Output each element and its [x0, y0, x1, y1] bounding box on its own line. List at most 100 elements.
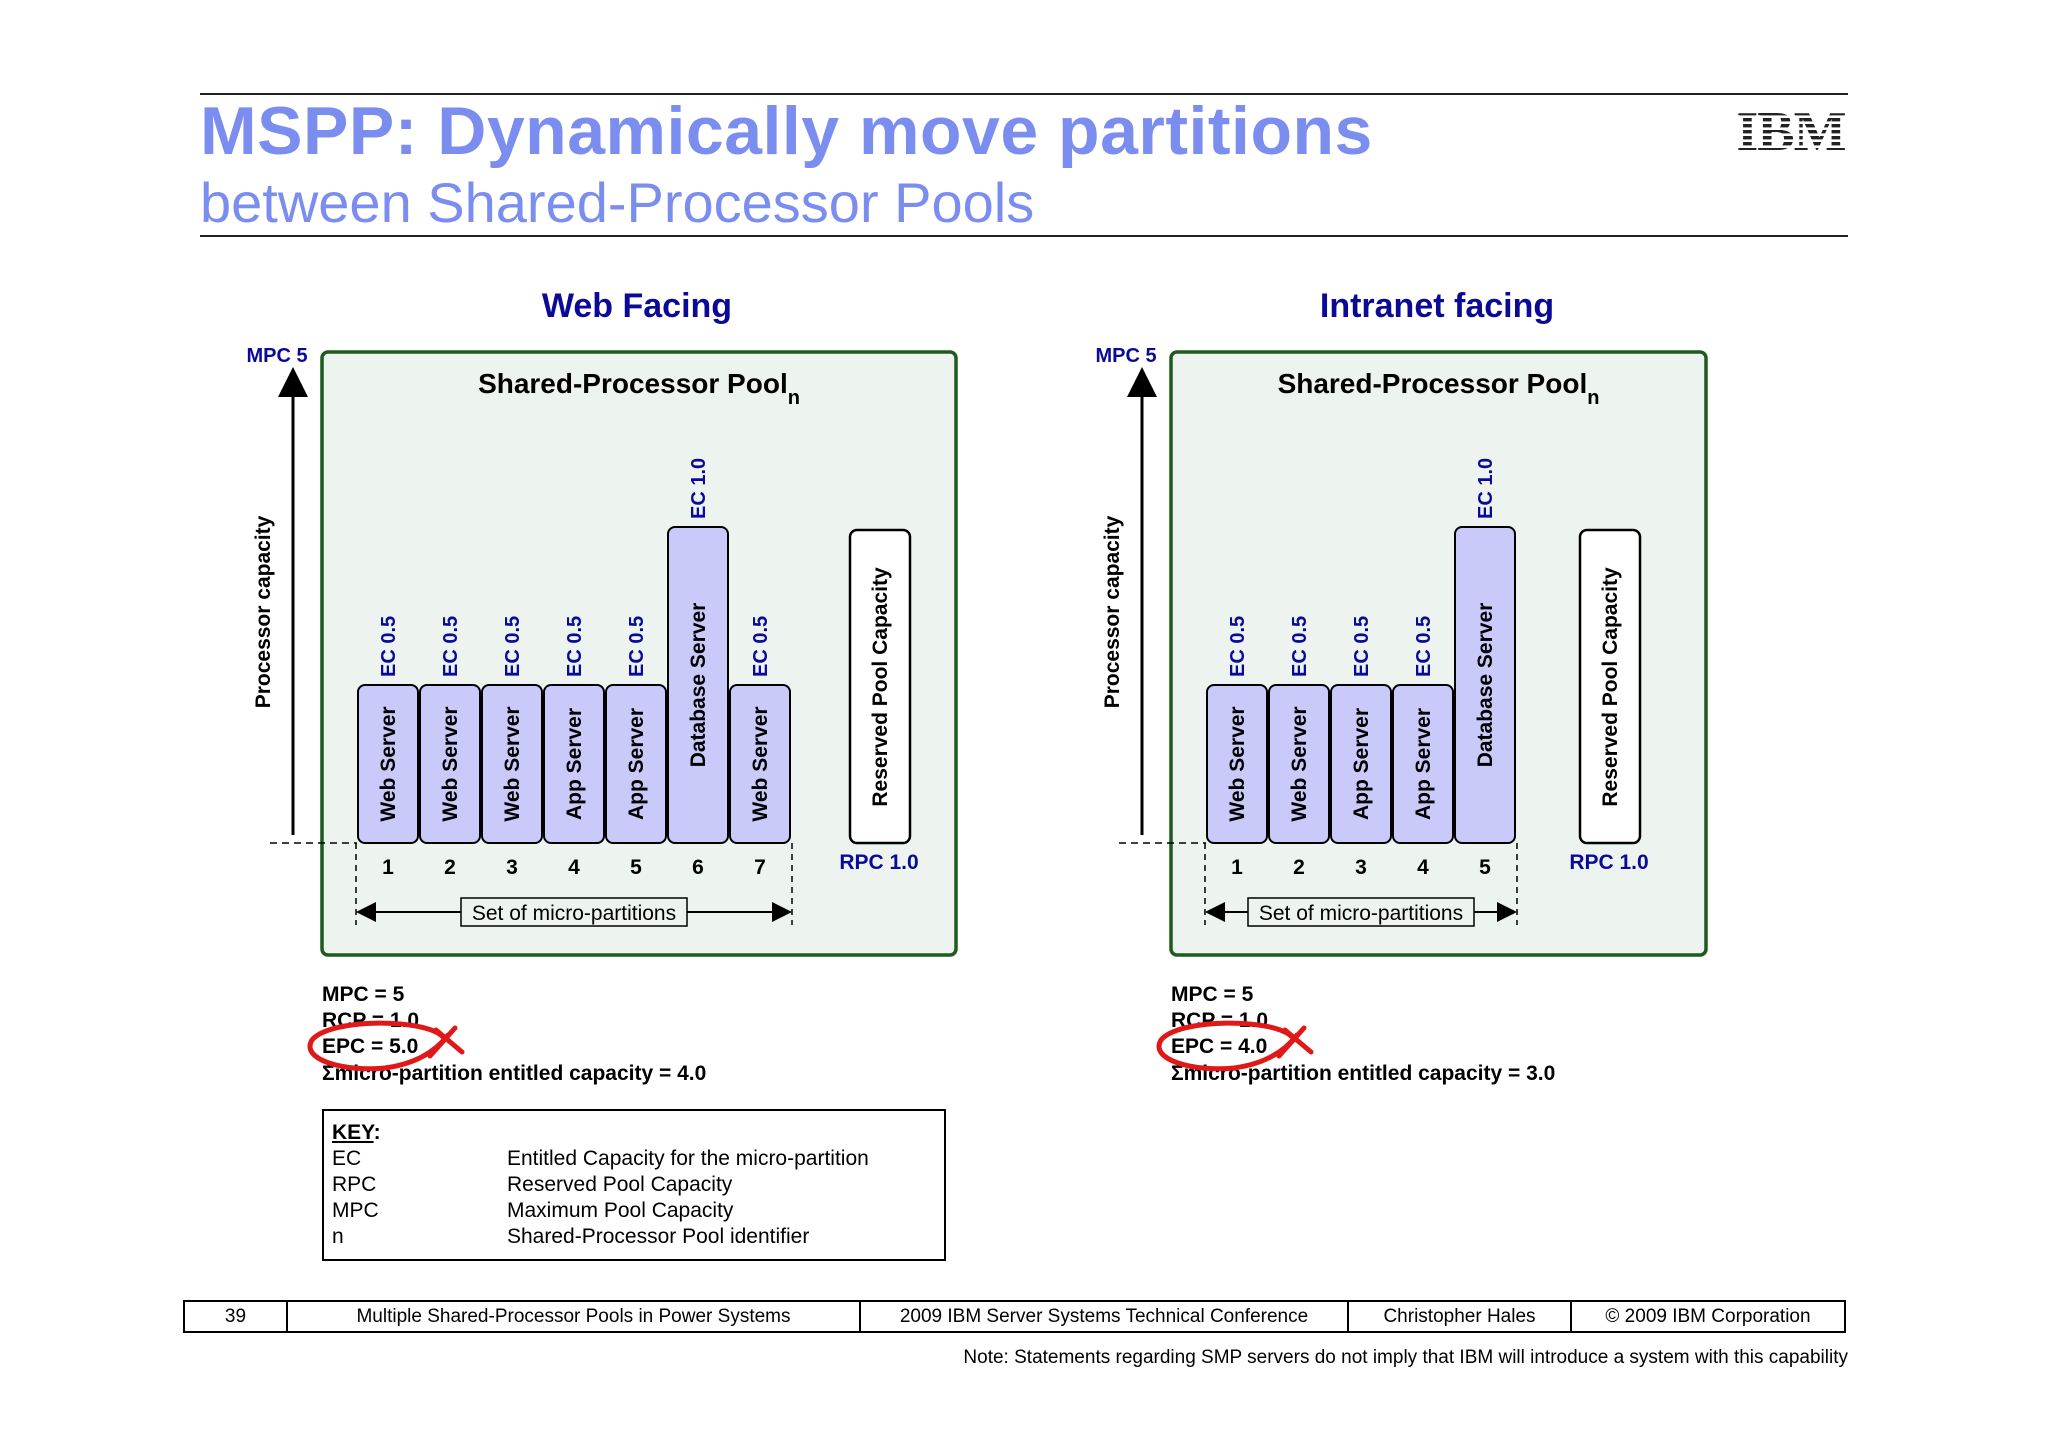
partition-bar — [419, 684, 481, 844]
pool-heading: Intranet facing — [1320, 287, 1554, 325]
partition-name: Web Server — [501, 706, 524, 821]
partition-ec-label: EC 0.5 — [502, 616, 524, 677]
partition-bar — [481, 684, 543, 844]
top-rule — [200, 93, 1848, 95]
red-circle-annotation — [307, 1020, 465, 1072]
pool-title: Shared-Processor Pooln — [478, 368, 800, 409]
partition-ec-label: EC 0.5 — [440, 616, 462, 677]
partition-bar — [1268, 684, 1330, 844]
partition-number: 2 — [444, 856, 456, 879]
footer-bar: 39 Multiple Shared-Processor Pools in Po… — [183, 1300, 1846, 1333]
partition-ec-label: EC 0.5 — [1289, 616, 1311, 677]
axis-label: Processor capacity — [1101, 515, 1124, 708]
partition-name: Web Server — [749, 706, 772, 821]
ibm-logo: IBM — [1737, 106, 1847, 154]
partition-bar — [1206, 684, 1268, 844]
slide-subtitle: between Shared-Processor Pools — [200, 171, 1035, 234]
reserved-capacity-bar — [848, 528, 912, 845]
partition-bar — [1454, 526, 1516, 844]
key-term: EC — [332, 1147, 362, 1170]
partition-ec-label: EC 0.5 — [750, 616, 772, 677]
partition-number: 5 — [1479, 856, 1491, 879]
partition-bar — [667, 526, 729, 844]
key-definition: Shared-Processor Pool identifier — [507, 1225, 810, 1248]
key-definition: Maximum Pool Capacity — [507, 1199, 734, 1222]
partition-name: Web Server — [1288, 706, 1311, 821]
partition-number: 6 — [692, 856, 704, 879]
partition-name: Database Server — [1474, 603, 1497, 768]
partition-number: 5 — [630, 856, 642, 879]
pool-stat-line: Σmicro-partition entitled capacity = 4.0 — [322, 1062, 706, 1085]
footer-topic: Multiple Shared-Processor Pools in Power… — [288, 1302, 861, 1331]
slide-title: MSPP: Dynamically move partitions — [200, 93, 1373, 169]
axis-label: Processor capacity — [252, 515, 275, 708]
footer-event: 2009 IBM Server Systems Technical Confer… — [861, 1302, 1349, 1331]
partition-bar — [1392, 684, 1454, 844]
partition-number: 4 — [1417, 856, 1429, 879]
key-term: n — [332, 1225, 344, 1248]
footer-copyright: © 2009 IBM Corporation — [1605, 1305, 1811, 1327]
pool-stat-line: EPC = 4.0 — [1171, 1035, 1267, 1058]
partition-bar — [1330, 684, 1392, 844]
pool-heading: Web Facing — [542, 287, 732, 325]
partition-name: Database Server — [687, 603, 710, 768]
reserved-capacity-bar — [1578, 528, 1642, 845]
key-heading: KEY — [332, 1121, 374, 1144]
partition-number: 3 — [1355, 856, 1367, 879]
partition-ec-label: EC 1.0 — [688, 458, 710, 519]
pool-stat-line: MPC = 5 — [322, 983, 405, 1006]
pool-title-subscript: n — [788, 387, 800, 409]
svg-text:IBM: IBM — [1737, 106, 1846, 154]
partition-name: Web Server — [439, 706, 462, 821]
partition-ec-label: EC 0.5 — [564, 616, 586, 677]
set-label: Set of micro-partitions — [472, 902, 676, 925]
mpc-axis-label: MPC 5 — [1095, 345, 1156, 367]
partition-bar — [605, 684, 667, 844]
pool-stat-line: EPC = 5.0 — [322, 1035, 418, 1058]
partition-ec-label: EC 0.5 — [378, 616, 400, 677]
partition-name: Web Server — [377, 706, 400, 821]
partition-number: 2 — [1293, 856, 1305, 879]
footer-page-number: 39 — [185, 1302, 288, 1331]
disclaimer-note: Note: Statements regarding SMP servers d… — [963, 1347, 1848, 1368]
key-legend: KEY: EC Entitled Capacity for the micro-p… — [322, 1109, 946, 1261]
reserved-capacity-label: Reserved Pool Capacity — [869, 567, 892, 807]
partition-name: Web Server — [1226, 706, 1249, 821]
rpc-label: RPC 1.0 — [1569, 851, 1648, 874]
pool-stat-line: MPC = 5 — [1171, 983, 1254, 1006]
title-underline — [200, 235, 1848, 237]
partition-number: 3 — [506, 856, 518, 879]
set-label: Set of micro-partitions — [1259, 902, 1463, 925]
partition-ec-label: EC 0.5 — [1227, 616, 1249, 677]
partition-number: 7 — [754, 856, 766, 879]
key-definition: Entitled Capacity for the micro-partitio… — [507, 1147, 869, 1170]
partition-name: App Server — [1412, 708, 1435, 820]
partition-name: App Server — [1350, 708, 1373, 820]
partition-ec-label: EC 1.0 — [1475, 458, 1497, 519]
pool-stat-line: Σmicro-partition entitled capacity = 3.0 — [1171, 1062, 1555, 1085]
partition-ec-label: EC 0.5 — [1351, 616, 1373, 677]
partition-ec-label: EC 0.5 — [1413, 616, 1435, 677]
pool-title-subscript: n — [1587, 387, 1599, 409]
partition-number: 1 — [382, 856, 394, 879]
partition-bar — [357, 684, 419, 844]
rpc-label: RPC 1.0 — [839, 851, 918, 874]
key-definition: Reserved Pool Capacity — [507, 1173, 733, 1196]
set-label-box — [1247, 897, 1475, 927]
partition-name: App Server — [625, 708, 648, 820]
partition-bar — [729, 684, 791, 844]
partition-bar — [543, 684, 605, 844]
red-circle-annotation — [1156, 1020, 1314, 1072]
set-label-box — [460, 897, 688, 927]
partition-number: 4 — [568, 856, 580, 879]
footer-author: Christopher Hales — [1349, 1302, 1572, 1331]
pool-web-facing: Web Facing Shared-Processor Pooln MPC 5 Pro… — [246, 287, 958, 1085]
pool-intranet-facing: Intranet facing Shared-Processor Pooln MPC… — [1095, 287, 1708, 1085]
key-term: MPC — [332, 1199, 379, 1222]
pool-title: Shared-Processor Pooln — [1278, 368, 1600, 409]
mpc-axis-label: MPC 5 — [246, 345, 307, 367]
pool-title-text: Shared-Processor Pool — [478, 368, 788, 399]
partition-ec-label: EC 0.5 — [626, 616, 648, 677]
partition-number: 1 — [1231, 856, 1243, 879]
